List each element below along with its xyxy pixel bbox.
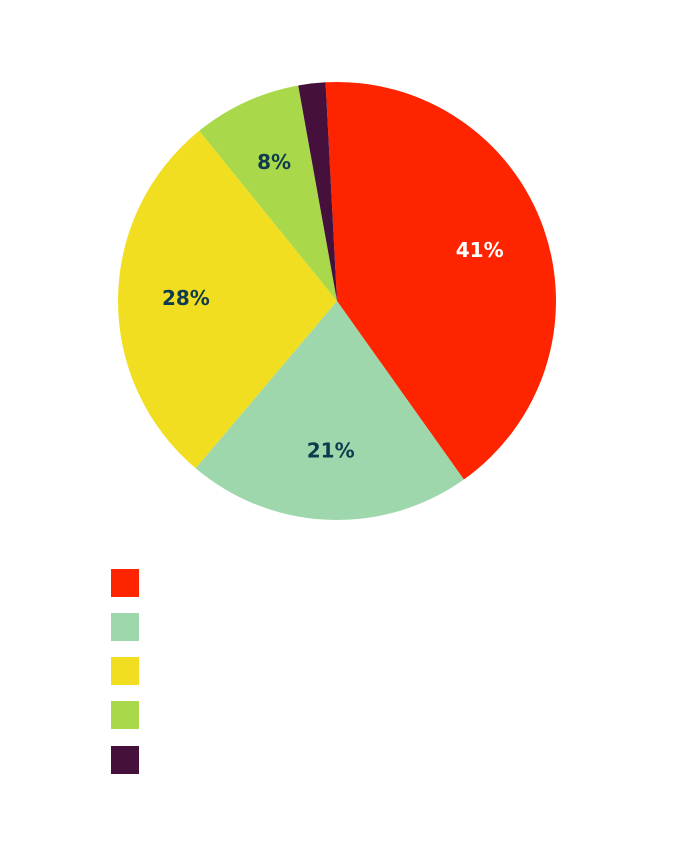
pie-slice-3 xyxy=(199,85,337,302)
pie-slice-4 xyxy=(298,82,337,301)
slice-label-1: 21% xyxy=(307,439,355,463)
slice-label-3: 8% xyxy=(257,150,291,174)
pie-slice-2 xyxy=(118,130,338,469)
legend-swatch-0 xyxy=(111,569,139,597)
slice-label-2: 28% xyxy=(162,286,210,310)
legend-swatch-2 xyxy=(111,657,139,685)
legend-swatch-3 xyxy=(111,701,139,729)
legend-swatch-1 xyxy=(111,613,139,641)
slice-label-0: 41% xyxy=(456,238,504,262)
pie-slice-1 xyxy=(195,301,464,520)
pie-slice-0 xyxy=(325,82,556,480)
legend-swatch-4 xyxy=(111,746,139,774)
